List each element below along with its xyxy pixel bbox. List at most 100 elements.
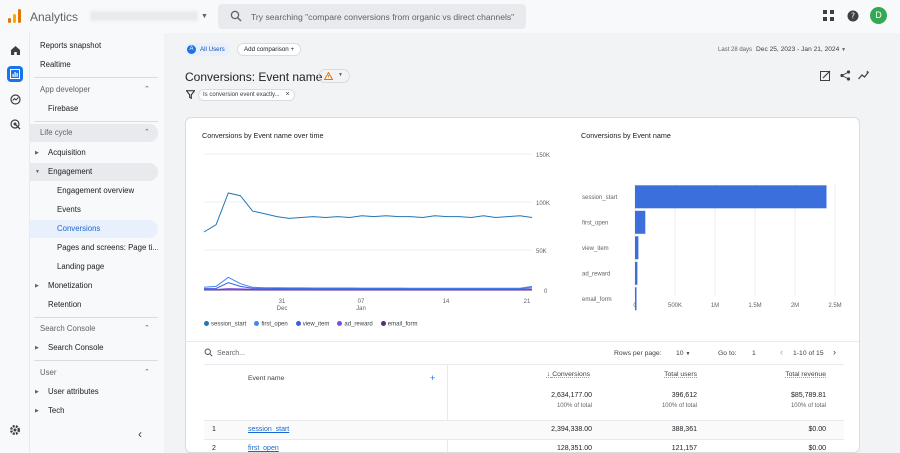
segment-chip[interactable]: A All Users xyxy=(185,43,230,56)
legend-label: session_start xyxy=(211,321,247,328)
report-navigation: Reports snapshot Realtime App developer ⌃… xyxy=(30,33,164,453)
bar-ad-reward[interactable] xyxy=(635,261,638,285)
collapse-nav-icon[interactable]: ‹ xyxy=(138,427,142,441)
y-tick-label: 0 xyxy=(544,289,548,295)
filter-chip[interactable]: Is conversion event exactly... × xyxy=(198,89,295,101)
series-line-first-open xyxy=(203,276,533,289)
table-search[interactable]: Search... xyxy=(204,348,245,357)
segment-letter-badge: A xyxy=(187,45,196,54)
legend-item[interactable]: first_open xyxy=(254,321,288,328)
x-tick-month-label: Dec xyxy=(277,306,288,312)
nav-item-realtime[interactable]: Realtime xyxy=(40,60,71,69)
column-header-event-name[interactable]: Event name xyxy=(248,375,285,382)
home-icon[interactable] xyxy=(7,42,23,58)
nav-item-engagement[interactable]: ▼ Engagement xyxy=(30,163,158,181)
rows-per-page-select[interactable]: 10 ▼ xyxy=(676,350,690,357)
nav-item-landing-page[interactable]: Landing page xyxy=(57,262,105,271)
advertising-icon[interactable] xyxy=(7,116,23,132)
bar-category-label: session_start xyxy=(582,195,618,201)
svg-text:?: ? xyxy=(851,12,855,21)
search-bar[interactable]: Try searching "compare conversions from … xyxy=(218,4,526,29)
caret-down-icon: ▼ xyxy=(35,169,40,175)
chevron-down-icon[interactable]: ▼ xyxy=(201,13,208,20)
event-link[interactable]: first_open xyxy=(248,445,279,452)
chevron-down-icon: ▼ xyxy=(338,72,343,78)
bar-view-item[interactable] xyxy=(635,236,639,260)
date-range-picker[interactable]: Last 28 days Dec 25, 2023 - Jan 21, 2024 … xyxy=(718,46,846,53)
legend-swatch xyxy=(380,321,386,326)
add-comparison-button[interactable]: Add comparison + xyxy=(237,43,302,56)
chevron-up-icon: ⌃ xyxy=(144,86,150,93)
customize-report-icon[interactable] xyxy=(820,70,831,81)
nav-item-label: Acquisition xyxy=(48,148,86,157)
bar-category-label: email_form xyxy=(582,297,612,303)
legend-label: ad_reward xyxy=(344,321,373,328)
chevron-down-icon: ▼ xyxy=(841,47,847,53)
y-tick-label: 150K xyxy=(536,153,550,159)
legend-label: view_item xyxy=(302,321,330,328)
help-icon[interactable]: ? xyxy=(847,10,859,22)
page-title: Conversions: Event name xyxy=(185,70,323,84)
nav-item-monetization[interactable]: ▶ Monetization xyxy=(30,277,158,295)
plus-icon: + xyxy=(290,46,295,53)
chevron-down-icon: ▼ xyxy=(685,351,691,357)
chevron-up-icon: ⌃ xyxy=(144,325,150,332)
column-header-total-users[interactable]: Total users xyxy=(664,371,697,378)
nav-section-app-developer[interactable]: App developer ⌃ xyxy=(30,81,158,99)
legend-item[interactable]: ad_reward xyxy=(337,321,373,328)
line-chart-grid xyxy=(204,153,532,291)
avatar[interactable]: D xyxy=(870,7,887,24)
nav-item-search-console[interactable]: ▶ Search Console xyxy=(30,339,158,357)
legend-label: email_form xyxy=(387,321,418,328)
sort-arrow-down-icon: ↓ xyxy=(546,371,551,378)
reports-icon[interactable] xyxy=(7,66,23,82)
date-range-value: Dec 25, 2023 - Jan 21, 2024 xyxy=(756,46,840,53)
goto-input[interactable]: 1 xyxy=(752,350,756,357)
caret-right-icon: ▶ xyxy=(35,389,39,395)
total-users-pct: 100% of total xyxy=(661,403,697,409)
y-tick-label: 100K xyxy=(536,201,550,207)
share-icon[interactable] xyxy=(840,70,851,81)
close-icon[interactable]: × xyxy=(285,91,290,98)
nav-item-pages-and-screens[interactable]: Pages and screens: Page ti... xyxy=(57,243,158,252)
apps-grid-icon[interactable] xyxy=(823,10,834,21)
table-row: 2 first_open 128,351.00 121,157 $0.00 xyxy=(204,439,844,452)
account-selector[interactable] xyxy=(90,11,198,21)
column-header-conversions[interactable]: ↓ Conversions xyxy=(510,371,590,378)
page-range: 1-10 of 15 xyxy=(793,350,824,357)
nav-section-user[interactable]: User ⌃ xyxy=(30,364,158,382)
table-search-input[interactable]: Search... xyxy=(217,350,246,357)
search-input[interactable]: Try searching "compare conversions from … xyxy=(251,12,515,22)
nav-item-user-attributes[interactable]: ▶ User attributes xyxy=(30,383,158,401)
y-tick-label: 50K xyxy=(536,249,547,255)
previous-page-icon[interactable]: ‹ xyxy=(780,347,783,357)
nav-section-search-console[interactable]: Search Console ⌃ xyxy=(30,320,158,338)
bar-session-start[interactable] xyxy=(635,185,827,209)
nav-section-label: App developer xyxy=(40,85,91,94)
nav-item-engagement-overview[interactable]: Engagement overview xyxy=(57,186,135,195)
warning-chip[interactable]: ▼ xyxy=(318,69,350,83)
explore-icon[interactable] xyxy=(7,91,23,107)
settings-gear-icon[interactable] xyxy=(7,422,23,438)
legend-item[interactable]: session_start xyxy=(204,321,246,328)
next-page-icon[interactable]: › xyxy=(833,347,836,357)
nav-item-firebase[interactable]: Firebase xyxy=(48,104,79,113)
add-comparison-label: Add comparison xyxy=(244,46,289,53)
nav-item-retention[interactable]: Retention xyxy=(48,300,82,309)
legend-item[interactable]: email_form xyxy=(380,321,418,328)
nav-item-reports-snapshot[interactable]: Reports snapshot xyxy=(40,41,102,50)
nav-item-events[interactable]: Events xyxy=(57,205,81,214)
nav-section-life-cycle[interactable]: Life cycle ⌃ xyxy=(30,124,158,142)
insights-icon[interactable] xyxy=(858,70,870,81)
nav-item-conversions[interactable]: Conversions xyxy=(30,220,158,238)
nav-item-acquisition[interactable]: ▶ Acquisition xyxy=(30,144,158,162)
event-link[interactable]: session_start xyxy=(248,426,290,433)
total-conversions-pct: 100% of total xyxy=(556,403,592,409)
chevron-up-icon: ⌃ xyxy=(144,369,150,376)
column-header-total-revenue[interactable]: Total revenue xyxy=(785,371,826,378)
nav-item-tech[interactable]: ▶ Tech xyxy=(30,402,158,420)
add-dimension-plus-icon[interactable]: + xyxy=(430,373,436,383)
bar-first-open[interactable] xyxy=(635,210,646,234)
bar-email-form[interactable] xyxy=(635,287,637,311)
legend-item[interactable]: view_item xyxy=(295,321,330,328)
